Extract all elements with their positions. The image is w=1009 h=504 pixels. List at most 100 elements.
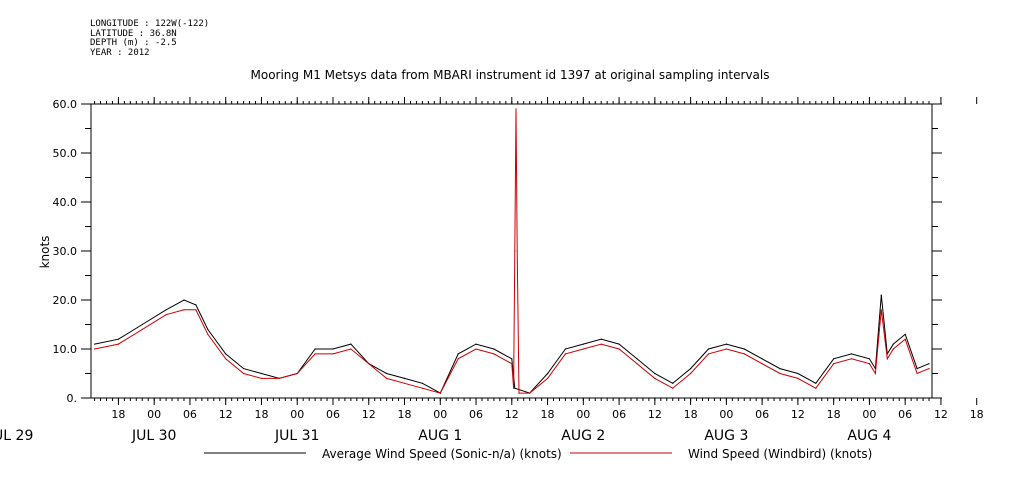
y-tick-label: 0.: [67, 392, 78, 405]
series-1-point: [636, 363, 638, 365]
series-1-point: [529, 392, 531, 394]
x-hour-label: 18: [970, 408, 984, 421]
series-1-point: [815, 387, 817, 389]
series-0-point: [207, 328, 209, 330]
x-hour-label: 00: [576, 408, 590, 421]
series-0-point: [457, 353, 459, 355]
y-tick-label: 30.0: [53, 245, 78, 258]
legend-label-1: Wind Speed (Windbird) (knots): [688, 447, 872, 461]
series-0-point: [892, 343, 894, 345]
x-hour-label: 06: [898, 408, 912, 421]
x-hour-label: 06: [469, 408, 483, 421]
series-1-point: [513, 387, 515, 389]
series-1-point: [582, 348, 584, 350]
series-1-point: [564, 353, 567, 355]
series-0-point: [797, 372, 799, 375]
series-1-point: [386, 377, 388, 379]
series-0-point: [117, 338, 119, 340]
x-hour-label: 06: [326, 408, 340, 421]
series-0-point: [94, 343, 96, 345]
series-1-point: [514, 250, 516, 252]
x-hour-label: 00: [147, 408, 161, 421]
series-0-point: [314, 348, 316, 350]
x-day-label: JUL 29: [0, 428, 33, 444]
y-tick-label: 50.0: [53, 147, 78, 160]
series-1-point: [94, 348, 96, 350]
x-hour-label: 18: [541, 408, 555, 421]
series-1-point: [880, 309, 882, 311]
series-1-point: [439, 392, 441, 394]
series-1-point: [207, 333, 209, 335]
plot-frame: [90, 103, 933, 399]
series-0-point: [654, 372, 656, 375]
series-1-point: [725, 348, 728, 350]
series-0-point: [618, 343, 620, 345]
series-0-point: [165, 309, 167, 311]
series-0-point: [904, 333, 906, 335]
series-1-point: [516, 250, 518, 252]
series-0-point: [833, 358, 835, 360]
x-hour-label: 18: [111, 408, 125, 421]
meta-latitude: LATITUDE : 36.8N: [90, 28, 177, 39]
series-0-point: [141, 323, 143, 326]
x-hour-label: 12: [505, 408, 519, 421]
series-1-point: [797, 377, 799, 379]
series-0-point: [225, 353, 227, 355]
series-1-point: [743, 353, 745, 355]
x-hour-label: 12: [934, 408, 948, 421]
y-tick-label: 60.0: [53, 98, 78, 111]
series-0-point: [725, 343, 728, 345]
x-hour-label: 12: [791, 408, 805, 421]
series-0-point: [195, 304, 197, 306]
series-0-point: [636, 358, 638, 360]
x-hour-label: 06: [755, 408, 769, 421]
series-1-point: [779, 372, 781, 375]
x-hour-label: 12: [362, 408, 376, 421]
series-1-point: [350, 348, 352, 350]
meta-year: YEAR : 2012: [90, 47, 150, 58]
series-1-point: [278, 377, 280, 379]
series-0-point: [350, 343, 352, 345]
series-1-point: [165, 314, 167, 316]
x-hour-label: 18: [827, 408, 841, 421]
series-0-point: [916, 368, 918, 370]
series-1-point: [707, 353, 710, 355]
series-1-point: [457, 358, 459, 360]
series-1-point: [332, 353, 334, 355]
series-0-point: [403, 377, 406, 379]
series-1-point: [868, 363, 871, 365]
series-1-point: [493, 353, 495, 355]
y-axis-label: knots: [38, 236, 52, 269]
series-0-point: [600, 338, 602, 340]
x-day-label: AUG 4: [847, 428, 891, 444]
series-1-point: [225, 358, 227, 360]
series-0-point: [511, 358, 513, 360]
axes-layer: 0. 10.0 20.0 30.0 40.0 50.0 60.0 18 00 06 12 18 00 06…: [0, 97, 984, 444]
series-1-point: [916, 372, 918, 375]
series-1-point: [314, 353, 316, 355]
series-1-point: [904, 338, 906, 340]
series-1-point: [874, 372, 877, 375]
series-0-point: [260, 372, 263, 375]
series-1-point: [117, 343, 119, 345]
series-line-0: [94, 295, 930, 394]
x-hour-label: 00: [290, 408, 304, 421]
series-1-point: [368, 363, 370, 365]
series-1-point: [886, 358, 888, 360]
series-0-point: [779, 368, 781, 370]
series-1-point: [296, 372, 298, 375]
series-0-point: [850, 353, 853, 355]
series-1-point: [403, 382, 406, 384]
meta-longitude: LONGITUDE : 122W(-122): [90, 19, 210, 29]
meta-depth: DEPTH (m) : -2.5: [90, 38, 177, 48]
series-1-point: [195, 309, 197, 311]
series-0-point: [564, 348, 567, 350]
series-1-point: [690, 372, 692, 375]
x-hour-label: 00: [862, 408, 876, 421]
series-1-point: [141, 328, 143, 330]
series-0-point: [386, 372, 388, 375]
x-hour-label: 00: [433, 408, 447, 421]
chart-title: Mooring M1 Metsys data from MBARI instru…: [250, 68, 770, 82]
series-0-point: [243, 368, 245, 370]
